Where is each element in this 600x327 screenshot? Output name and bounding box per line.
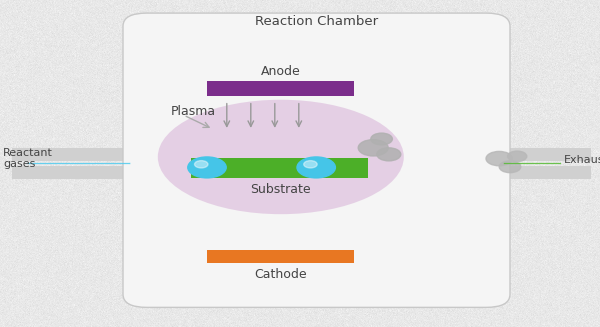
Circle shape — [358, 140, 388, 156]
Circle shape — [508, 151, 527, 162]
Text: Plasma: Plasma — [171, 105, 216, 118]
Text: Exhaust: Exhaust — [564, 155, 600, 165]
Text: Cathode: Cathode — [254, 268, 307, 281]
Circle shape — [304, 161, 317, 168]
Text: Anode: Anode — [261, 65, 301, 78]
Circle shape — [371, 133, 392, 145]
Circle shape — [297, 157, 335, 178]
Ellipse shape — [158, 100, 404, 214]
FancyBboxPatch shape — [191, 158, 368, 178]
Text: Substrate: Substrate — [250, 183, 311, 196]
FancyBboxPatch shape — [12, 148, 149, 161]
Circle shape — [194, 161, 208, 168]
Circle shape — [188, 157, 226, 178]
FancyBboxPatch shape — [207, 250, 354, 263]
Text: Reactant
gases: Reactant gases — [3, 148, 53, 169]
Circle shape — [499, 161, 521, 173]
FancyBboxPatch shape — [207, 81, 354, 96]
FancyArrowPatch shape — [27, 162, 130, 165]
Circle shape — [486, 151, 512, 166]
FancyBboxPatch shape — [12, 166, 149, 179]
Text: Reaction Chamber: Reaction Chamber — [255, 15, 379, 28]
FancyArrowPatch shape — [504, 162, 561, 165]
FancyBboxPatch shape — [486, 148, 591, 161]
FancyBboxPatch shape — [123, 13, 510, 307]
Circle shape — [377, 148, 401, 161]
FancyBboxPatch shape — [486, 166, 591, 179]
